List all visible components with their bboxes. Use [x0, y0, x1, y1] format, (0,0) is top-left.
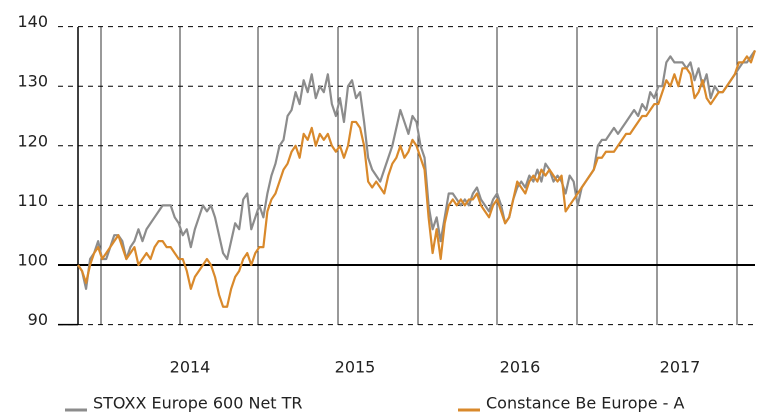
series-line [77, 50, 757, 308]
x-tick-label: 2015 [335, 358, 376, 377]
series-line [77, 49, 756, 290]
y-tick-label: 110 [17, 191, 48, 210]
y-tick-label: 130 [17, 72, 48, 91]
legend-label: Constance Be Europe - A [486, 394, 685, 413]
x-tick-label: 2017 [660, 358, 701, 377]
legend-label: STOXX Europe 600 Net TR [93, 394, 303, 413]
y-tick-label: 140 [17, 12, 48, 31]
x-tick-label: 2014 [170, 358, 211, 377]
y-tick-label: 90 [28, 310, 48, 329]
y-tick-label: 120 [17, 131, 48, 150]
period-lines [100, 27, 738, 325]
y-tick-label: 100 [17, 251, 48, 270]
x-tick-label: 2016 [500, 358, 541, 377]
